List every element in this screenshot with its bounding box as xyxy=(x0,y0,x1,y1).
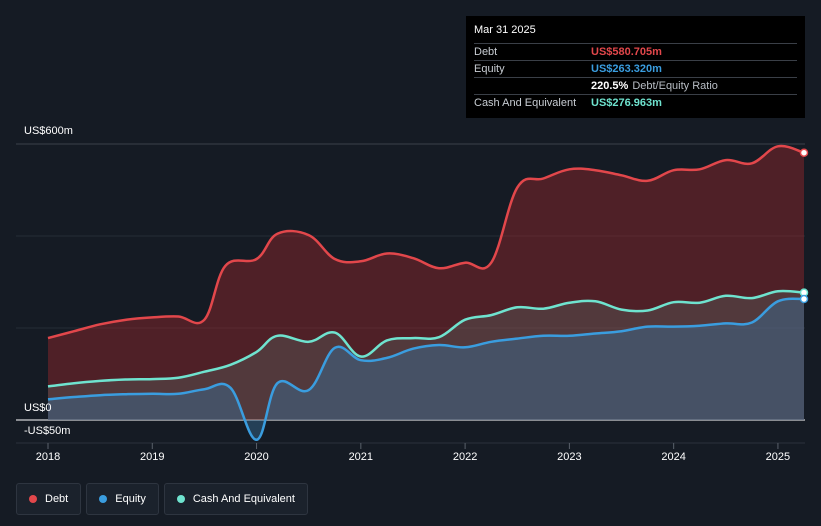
tooltip-ratio-label: Debt/Equity Ratio xyxy=(632,80,718,92)
tooltip-debt-label: Debt xyxy=(474,46,498,58)
x-tick-label-2024: 2024 xyxy=(661,451,686,463)
tooltip-row-cash: Cash And Equivalent US$276.963m xyxy=(474,94,797,111)
area-debt xyxy=(48,145,804,420)
tooltip-cash-label: Cash And Equivalent xyxy=(474,97,577,109)
legend-label-debt: Debt xyxy=(45,493,69,505)
tooltip-date: Mar 31 2025 xyxy=(474,24,536,36)
equity-dot-icon xyxy=(99,495,108,503)
area-equity xyxy=(48,298,804,440)
x-tick-label-2022: 2022 xyxy=(452,451,478,463)
tooltip-panel: Mar 31 2025 Debt US$580.705m Equity US$2… xyxy=(466,16,805,118)
tooltip-row-debt: Debt US$580.705m xyxy=(474,43,797,60)
legend: Debt Equity Cash And Equivalent xyxy=(16,483,308,515)
x-tick-label-2021: 2021 xyxy=(348,451,374,463)
y-label-zero: US$0 xyxy=(24,402,52,414)
y-label-top: US$600m xyxy=(24,125,73,137)
legend-item-cash[interactable]: Cash And Equivalent xyxy=(163,483,308,515)
tooltip-equity-label: Equity xyxy=(474,63,505,75)
tooltip-row-ratio: 220.5% Debt/Equity Ratio xyxy=(474,77,797,94)
line-equity xyxy=(47,297,805,442)
end-point-equity xyxy=(799,294,809,304)
x-tick-label-2025: 2025 xyxy=(765,451,791,463)
x-tick-label-2020: 2020 xyxy=(244,451,269,463)
line-debt xyxy=(47,144,805,340)
legend-label-cash: Cash And Equivalent xyxy=(192,493,295,505)
gridlines xyxy=(16,143,805,449)
x-tick-label-2019: 2019 xyxy=(140,451,165,463)
series-lines xyxy=(47,144,805,442)
tooltip-row-equity: Equity US$263.320m xyxy=(474,60,797,77)
end-markers xyxy=(799,148,809,304)
tooltip-debt-value: US$580.705m xyxy=(591,46,662,58)
y-label-bottom: -US$50m xyxy=(24,425,71,437)
area-cash-and-equivalent xyxy=(48,290,804,420)
cash-dot-icon xyxy=(176,495,185,503)
legend-label-equity: Equity xyxy=(115,493,146,505)
line-cash-and-equivalent xyxy=(47,289,805,388)
legend-item-debt[interactable]: Debt xyxy=(16,483,82,515)
x-tick-label-2018: 2018 xyxy=(35,451,61,463)
end-point-debt xyxy=(799,148,809,157)
tooltip-equity-value: US$263.320m xyxy=(591,63,662,75)
tooltip-ratio-value: 220.5% xyxy=(591,80,629,92)
series-areas xyxy=(48,145,804,440)
x-tick-label-2023: 2023 xyxy=(557,451,582,463)
tooltip-cash-value: US$276.963m xyxy=(591,97,662,109)
legend-item-equity[interactable]: Equity xyxy=(86,483,159,515)
debt-dot-icon xyxy=(29,495,37,503)
